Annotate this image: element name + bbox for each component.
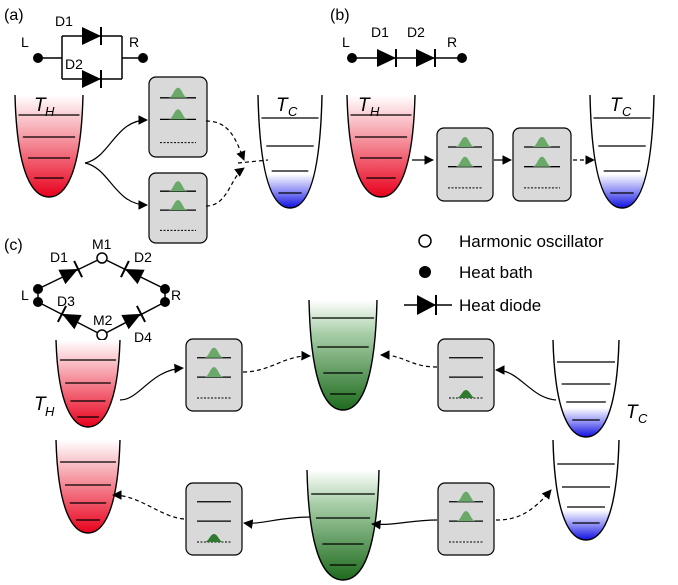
panel-c-tag: (c) xyxy=(4,237,23,254)
oscillator-box-a-bot xyxy=(148,172,208,244)
well-cold-b xyxy=(589,94,655,209)
oscillator-box-c-bl xyxy=(185,482,243,556)
circuit-c-m2: M2 xyxy=(93,312,113,328)
temp-th-a: T H xyxy=(34,95,55,119)
well-cold-c-bot xyxy=(552,439,620,541)
svg-text:H: H xyxy=(45,104,55,119)
svg-text:C: C xyxy=(622,104,632,119)
circuit-b xyxy=(347,49,467,67)
bath-l-icon xyxy=(33,53,43,63)
legend-bath: Heat bath xyxy=(459,263,533,282)
well-green-c-bot xyxy=(306,469,380,581)
temp-th-b: T H xyxy=(358,95,380,119)
temp-th-c: T H xyxy=(34,394,55,419)
oscillator-box-c-tr xyxy=(437,338,495,412)
legend-oscillator: Harmonic oscillator xyxy=(459,232,604,251)
circuit-c-left: L xyxy=(21,287,29,303)
svg-text:C: C xyxy=(288,104,298,119)
legend: Harmonic oscillator Heat bath Heat diode xyxy=(404,232,604,315)
legend-bath-icon xyxy=(419,266,431,278)
circuit-c-d1: D1 xyxy=(50,249,68,265)
svg-text:T: T xyxy=(276,95,289,116)
well-hot-a xyxy=(14,94,84,198)
oscillator-box-b-1 xyxy=(436,127,494,202)
bath-br-icon xyxy=(457,53,467,63)
circuit-a-d2: D2 xyxy=(65,56,83,72)
panel-a-tag: (a) xyxy=(4,7,24,24)
svg-text:T: T xyxy=(358,95,371,116)
bath-bl-icon xyxy=(347,53,357,63)
oscillator-m2-icon xyxy=(96,329,108,341)
circuit-a-right: R xyxy=(129,34,139,50)
well-hot-b xyxy=(346,94,416,198)
well-green-c-top xyxy=(308,299,378,411)
panel-b-tag: (b) xyxy=(330,7,350,24)
circuit-a xyxy=(33,27,148,88)
oscillator-box-b-2 xyxy=(512,127,572,202)
oscillator-box-c-br xyxy=(437,482,495,556)
circuit-c-d2: D2 xyxy=(134,249,152,265)
svg-text:T: T xyxy=(610,95,623,116)
diode-d2-icon xyxy=(82,70,101,88)
circuit-c xyxy=(33,252,170,341)
circuit-b-left: L xyxy=(342,34,350,50)
oscillator-box-a-top xyxy=(148,76,208,158)
diode-d1-icon xyxy=(82,27,101,45)
well-hot-c-top xyxy=(55,339,121,428)
svg-text:C: C xyxy=(638,411,648,426)
circuit-b-d2: D2 xyxy=(407,24,425,40)
svg-text:T: T xyxy=(34,394,47,415)
circuit-b-right: R xyxy=(447,34,457,50)
legend-diode: Heat diode xyxy=(459,296,541,315)
connectors xyxy=(84,115,595,530)
well-cold-a xyxy=(257,94,323,209)
circuit-c-m1: M1 xyxy=(92,236,112,252)
diode-b2-icon xyxy=(416,49,435,67)
bath-r-icon xyxy=(138,53,148,63)
circuit-c-d3: D3 xyxy=(57,293,75,309)
circuit-a-left: L xyxy=(21,34,29,50)
svg-text:T: T xyxy=(626,402,639,423)
circuit-c-right: R xyxy=(171,287,181,303)
temp-tc-c: T C xyxy=(626,402,648,426)
legend-diode-icon xyxy=(417,295,436,315)
svg-text:H: H xyxy=(45,404,55,419)
well-cold-c-top xyxy=(552,339,620,438)
legend-oscillator-icon xyxy=(418,234,432,248)
svg-text:H: H xyxy=(370,104,380,119)
circuit-b-d1: D1 xyxy=(371,24,389,40)
temp-tc-b: T C xyxy=(610,95,632,119)
oscillator-box-c-tl xyxy=(185,338,243,412)
well-hot-c-bot xyxy=(55,439,121,534)
temp-tc-a: T C xyxy=(276,95,298,119)
circuit-a-d1: D1 xyxy=(55,13,73,29)
diode-b1-icon xyxy=(377,49,396,67)
svg-text:T: T xyxy=(34,95,47,116)
circuit-c-d4: D4 xyxy=(134,329,152,345)
oscillator-m1-icon xyxy=(96,252,108,264)
